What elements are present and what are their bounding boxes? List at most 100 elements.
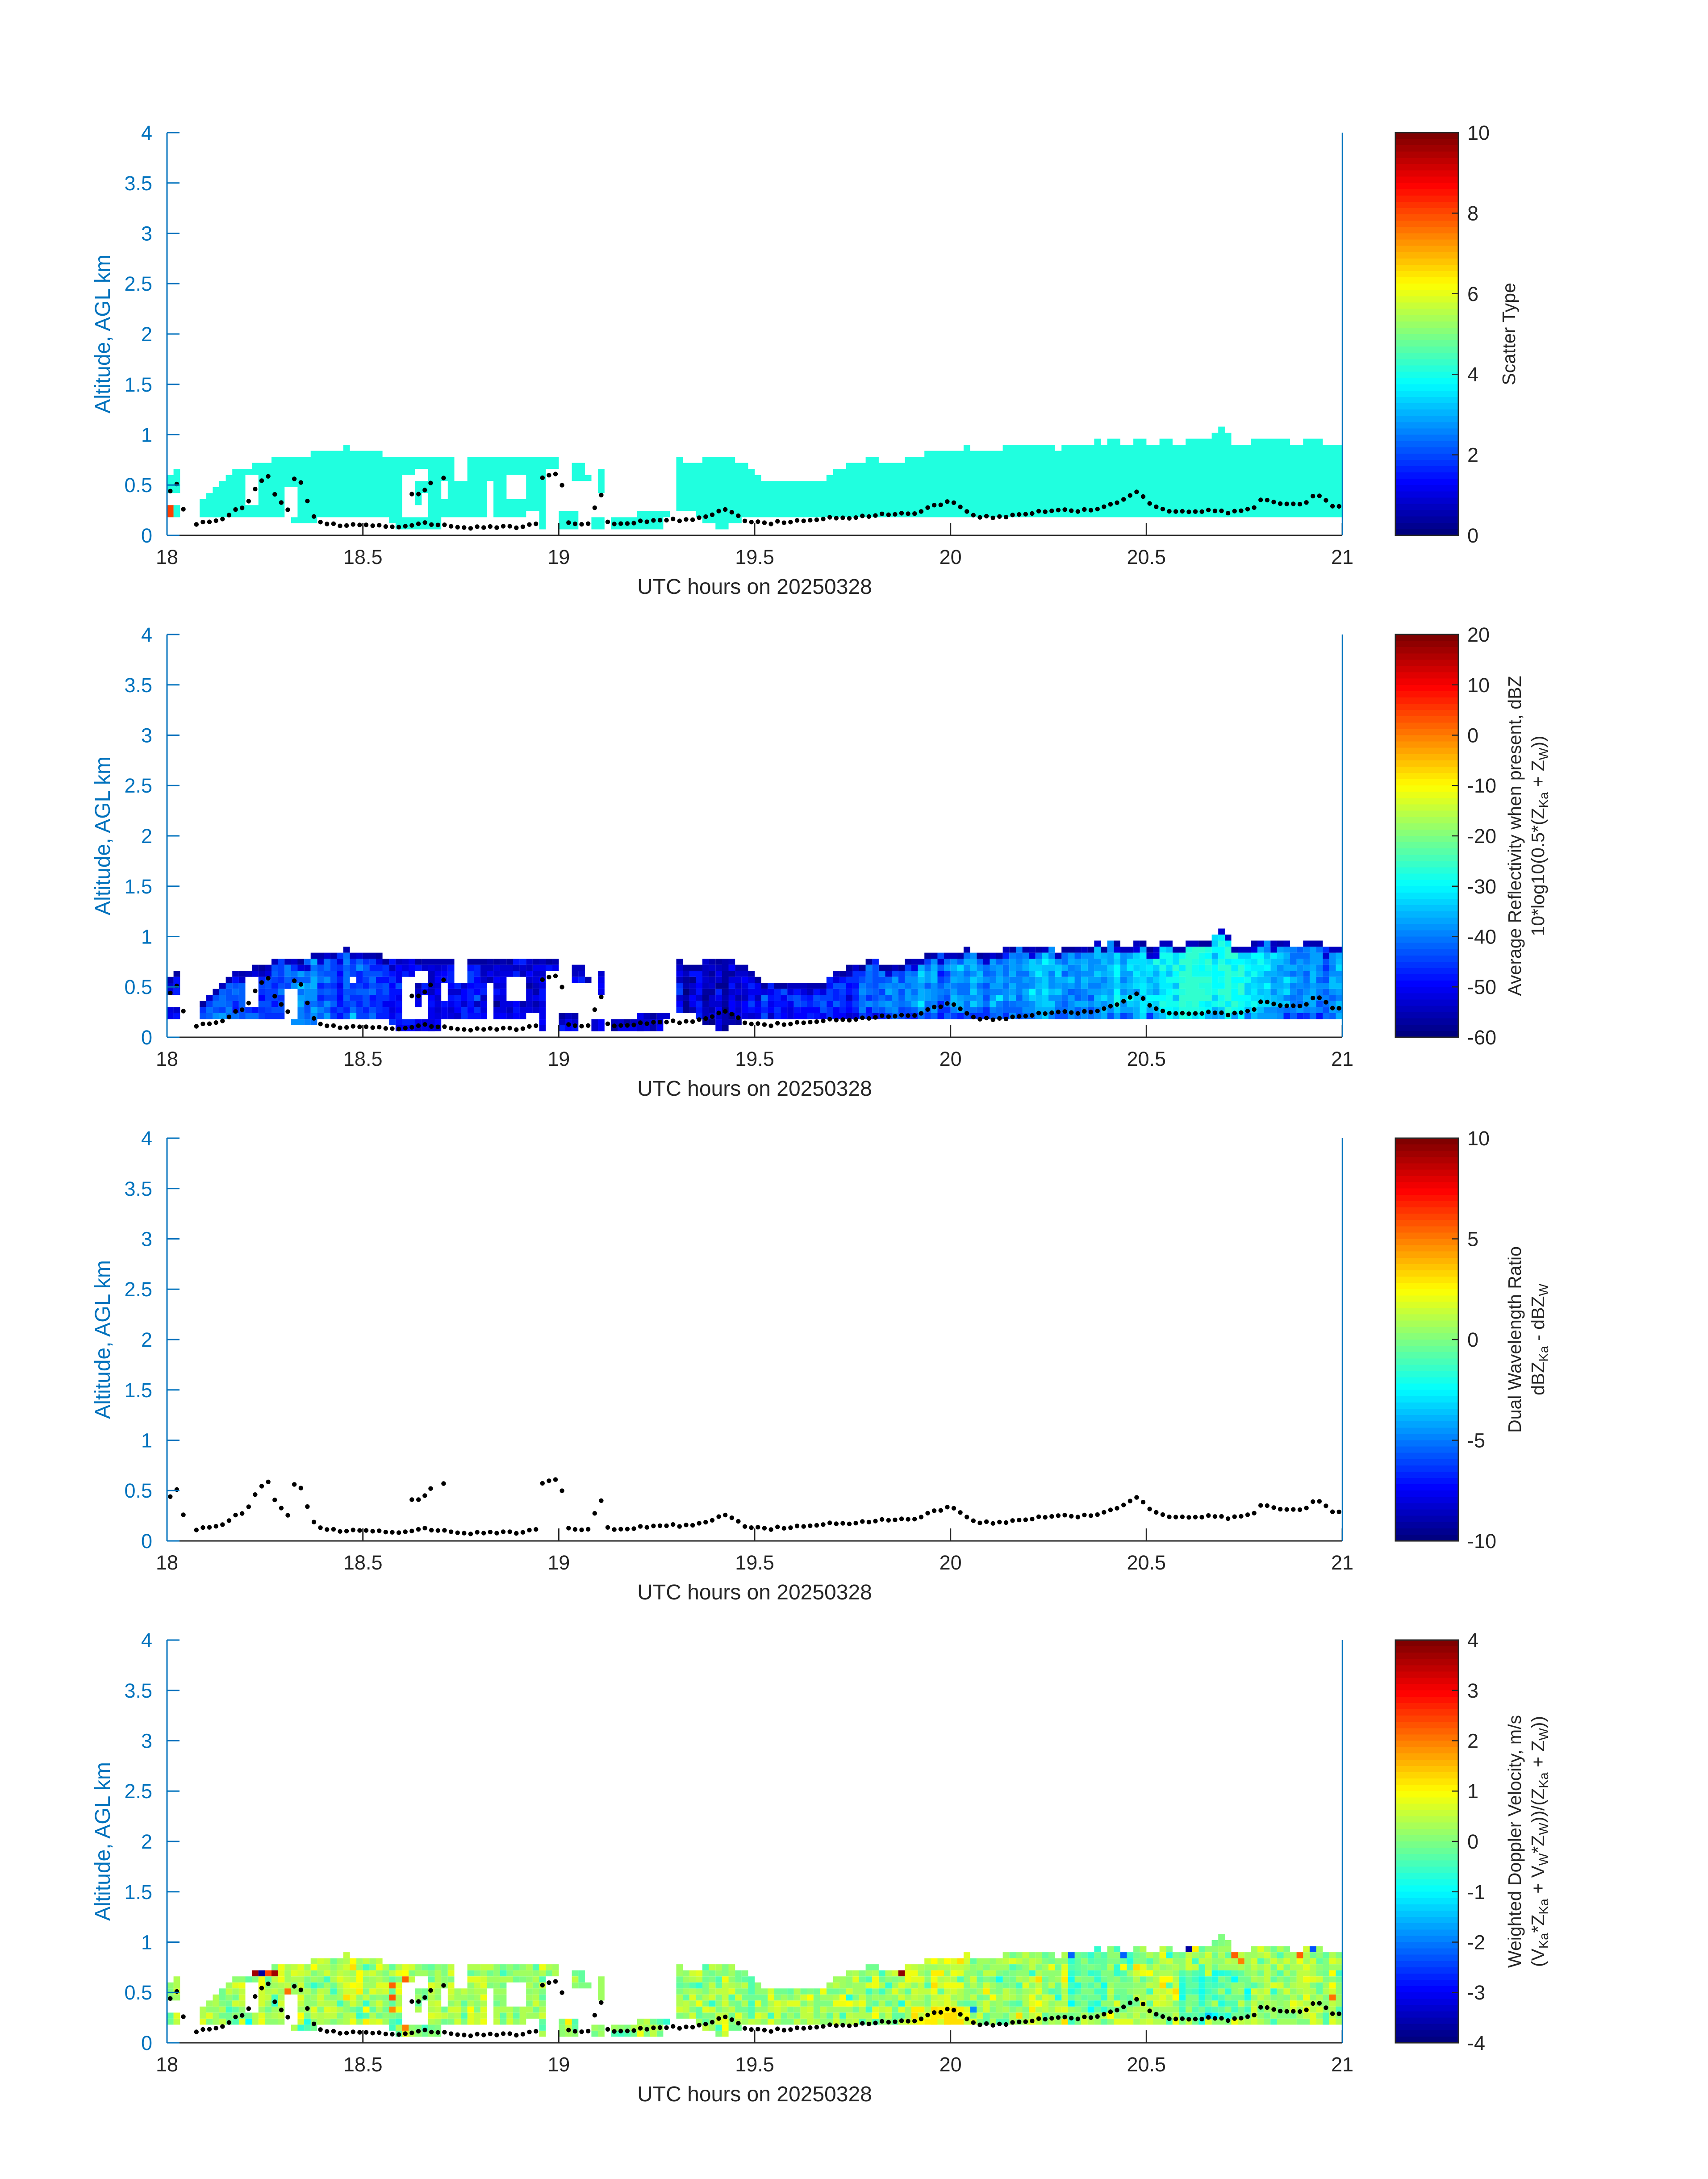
svg-text:3: 3 xyxy=(1467,1679,1478,1702)
svg-text:18.5: 18.5 xyxy=(343,2053,383,2076)
svg-text:20: 20 xyxy=(940,2053,962,2076)
svg-text:3.5: 3.5 xyxy=(124,1177,152,1200)
svg-text:18: 18 xyxy=(156,2053,178,2076)
svg-text:18.5: 18.5 xyxy=(343,546,383,568)
svg-text:4: 4 xyxy=(141,623,152,646)
svg-text:3: 3 xyxy=(141,1730,152,1753)
svg-text:Average Reflectivity when pres: Average Reflectivity when present, dBZ xyxy=(1504,676,1525,996)
svg-text:19: 19 xyxy=(547,2053,570,2076)
svg-text:Dual Wavelength Ratio: Dual Wavelength Ratio xyxy=(1504,1246,1525,1433)
svg-text:4: 4 xyxy=(141,121,152,144)
svg-text:Altitude, AGL km: Altitude, AGL km xyxy=(91,255,115,413)
svg-text:0: 0 xyxy=(141,1026,152,1049)
svg-text:1.5: 1.5 xyxy=(124,875,152,898)
svg-text:20.5: 20.5 xyxy=(1127,1048,1166,1070)
svg-text:10: 10 xyxy=(1467,674,1490,697)
svg-text:18.5: 18.5 xyxy=(343,1048,383,1070)
svg-text:Altitude, AGL km: Altitude, AGL km xyxy=(91,1762,115,1921)
svg-text:18.5: 18.5 xyxy=(343,1551,383,1574)
svg-text:0: 0 xyxy=(1467,524,1478,547)
svg-text:20.5: 20.5 xyxy=(1127,546,1166,568)
svg-text:20: 20 xyxy=(940,1048,962,1070)
svg-text:19.5: 19.5 xyxy=(735,1048,774,1070)
svg-text:19.5: 19.5 xyxy=(735,1551,774,1574)
svg-text:1: 1 xyxy=(141,1931,152,1954)
svg-text:4: 4 xyxy=(141,1629,152,1652)
svg-text:5: 5 xyxy=(1467,1228,1478,1251)
svg-text:19.5: 19.5 xyxy=(735,546,774,568)
svg-text:-10: -10 xyxy=(1467,1530,1496,1553)
svg-text:10*log10(0.5*(ZKa​ + ZW​)): 10*log10(0.5*(ZKa​ + ZW​)) xyxy=(1528,735,1551,936)
svg-text:20: 20 xyxy=(940,546,962,568)
svg-text:19: 19 xyxy=(547,546,570,568)
svg-text:2.5: 2.5 xyxy=(124,1278,152,1301)
svg-text:1.5: 1.5 xyxy=(124,373,152,396)
svg-text:1: 1 xyxy=(141,1429,152,1452)
svg-text:20.5: 20.5 xyxy=(1127,2053,1166,2076)
svg-text:0.5: 0.5 xyxy=(124,1479,152,1502)
svg-text:2.5: 2.5 xyxy=(124,272,152,295)
svg-text:0.5: 0.5 xyxy=(124,976,152,998)
svg-text:21: 21 xyxy=(1331,1551,1353,1574)
svg-text:3.5: 3.5 xyxy=(124,1679,152,1702)
svg-text:21: 21 xyxy=(1331,1048,1353,1070)
svg-text:-60: -60 xyxy=(1467,1026,1496,1049)
svg-text:21: 21 xyxy=(1331,2053,1353,2076)
svg-text:3: 3 xyxy=(141,222,152,245)
svg-text:1: 1 xyxy=(1467,1780,1478,1803)
svg-text:UTC hours on 20250328: UTC hours on 20250328 xyxy=(637,2083,872,2106)
svg-text:21: 21 xyxy=(1331,546,1353,568)
svg-text:2: 2 xyxy=(141,323,152,346)
svg-text:2: 2 xyxy=(1467,1730,1478,1753)
svg-text:0: 0 xyxy=(1467,724,1478,747)
svg-text:2.5: 2.5 xyxy=(124,774,152,797)
svg-text:0: 0 xyxy=(1467,1830,1478,1853)
svg-text:-50: -50 xyxy=(1467,976,1496,998)
svg-text:10: 10 xyxy=(1467,121,1490,144)
svg-text:20: 20 xyxy=(1467,623,1490,646)
svg-text:10: 10 xyxy=(1467,1127,1490,1150)
svg-text:3: 3 xyxy=(141,724,152,747)
svg-text:0: 0 xyxy=(141,2032,152,2054)
svg-text:-10: -10 xyxy=(1467,774,1496,797)
svg-text:20.5: 20.5 xyxy=(1127,1551,1166,1574)
svg-text:0: 0 xyxy=(1467,1328,1478,1351)
svg-text:-1: -1 xyxy=(1467,1881,1485,1903)
svg-text:Weighted Doppler Velocity, m/s: Weighted Doppler Velocity, m/s xyxy=(1504,1715,1525,1968)
svg-text:18: 18 xyxy=(156,546,178,568)
svg-text:18: 18 xyxy=(156,1048,178,1070)
svg-text:Scatter Type: Scatter Type xyxy=(1499,283,1519,385)
svg-text:1: 1 xyxy=(141,926,152,948)
svg-text:19.5: 19.5 xyxy=(735,2053,774,2076)
svg-text:20: 20 xyxy=(940,1551,962,1574)
svg-text:2: 2 xyxy=(1467,444,1478,467)
svg-text:1.5: 1.5 xyxy=(124,1881,152,1903)
svg-text:-3: -3 xyxy=(1467,1981,1485,2004)
svg-text:19: 19 xyxy=(547,1048,570,1070)
svg-text:-4: -4 xyxy=(1467,2032,1485,2054)
svg-text:3.5: 3.5 xyxy=(124,172,152,195)
svg-text:Altitude, AGL km: Altitude, AGL km xyxy=(91,1260,115,1419)
svg-text:UTC hours on 20250328: UTC hours on 20250328 xyxy=(637,575,872,599)
svg-text:19: 19 xyxy=(547,1551,570,1574)
svg-text:(VKa​*ZKa​ + VW​*ZW​))/(ZKa​ +: (VKa​*ZKa​ + VW​*ZW​))/(ZKa​ + ZW​)) xyxy=(1528,1716,1551,1967)
svg-text:UTC hours on 20250328: UTC hours on 20250328 xyxy=(637,1077,872,1101)
svg-text:6: 6 xyxy=(1467,283,1478,305)
svg-text:3.5: 3.5 xyxy=(124,674,152,697)
svg-text:-2: -2 xyxy=(1467,1931,1485,1954)
svg-text:8: 8 xyxy=(1467,202,1478,225)
svg-text:0.5: 0.5 xyxy=(124,1981,152,2004)
svg-text:4: 4 xyxy=(141,1127,152,1150)
svg-text:0: 0 xyxy=(141,1530,152,1553)
svg-text:1: 1 xyxy=(141,424,152,447)
svg-text:0: 0 xyxy=(141,524,152,547)
svg-text:2: 2 xyxy=(141,825,152,847)
svg-text:3: 3 xyxy=(141,1228,152,1251)
svg-text:0.5: 0.5 xyxy=(124,474,152,497)
svg-text:dBZKa​ - dBZW​: dBZKa​ - dBZW​ xyxy=(1528,1284,1551,1395)
svg-text:2: 2 xyxy=(141,1830,152,1853)
svg-text:1.5: 1.5 xyxy=(124,1379,152,1402)
svg-text:-30: -30 xyxy=(1467,875,1496,898)
svg-text:Altitude, AGL km: Altitude, AGL km xyxy=(91,756,115,915)
svg-text:18: 18 xyxy=(156,1551,178,1574)
